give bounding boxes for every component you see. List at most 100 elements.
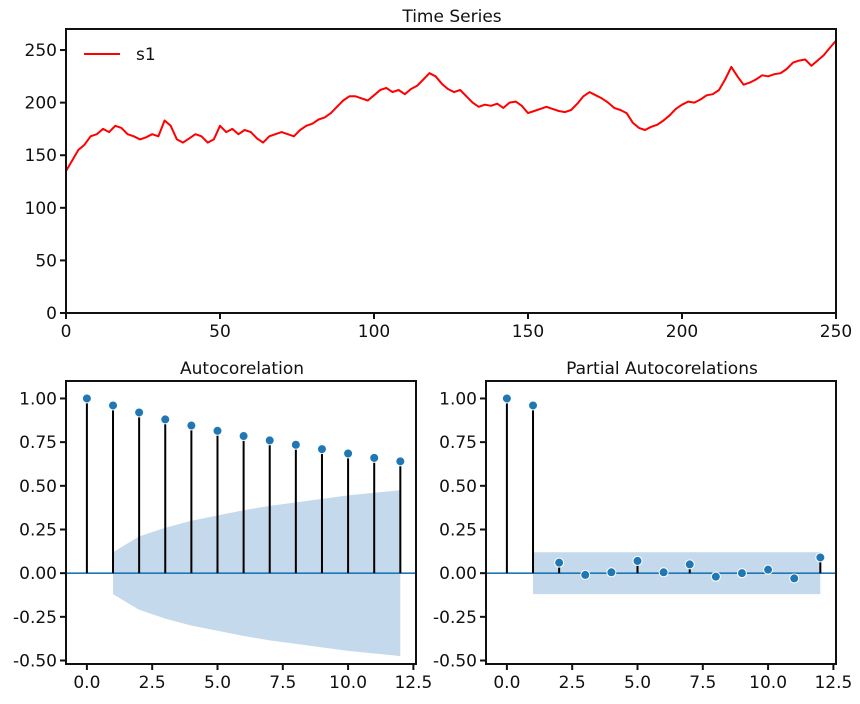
data-point (816, 59, 819, 62)
data-point (256, 137, 258, 140)
data-point (416, 85, 418, 87)
data-point (693, 101, 696, 104)
x-tick-label: 5.0 (204, 673, 231, 693)
stem-marker-lag-6 (238, 431, 249, 442)
data-point (545, 106, 548, 108)
data-point (539, 108, 542, 110)
data-point (705, 94, 708, 97)
autocorrelation-panel: Autocorelation 0.0 2.5 5.0 7.5 10.0 12.5 -0.50… (13, 359, 432, 693)
data-point (194, 133, 197, 135)
data-point (126, 133, 129, 135)
time-series-panel: Time Series 0 50 100 150 200 250 0 50 100 150 200 2… (25, 7, 853, 342)
x-tick-label: 0.0 (493, 673, 520, 693)
data-point (200, 135, 203, 138)
stem-marker-lag-2 (554, 557, 565, 568)
stem-marker-lag-7 (684, 559, 695, 570)
data-point (262, 141, 264, 144)
chart-title: Time Series (401, 7, 501, 27)
plot-frame (485, 380, 837, 665)
stem-marker-lag-11 (789, 573, 800, 584)
data-point (213, 138, 215, 141)
data-point (102, 128, 104, 130)
data-point (582, 95, 585, 98)
y-tick-label: 1.00 (19, 389, 57, 409)
stem-marker-lag-0 (501, 393, 512, 404)
x-tick-label: 200 (666, 322, 698, 342)
data-point (675, 108, 677, 110)
data-point (576, 102, 579, 105)
data-point (681, 103, 683, 106)
data-point (367, 99, 369, 102)
data-point (668, 114, 671, 117)
chart-title: Autocorelation (180, 359, 304, 379)
stem-marker-lag-3 (160, 414, 171, 425)
x-tick-label: 12.5 (394, 673, 432, 693)
stem-marker-lag-8 (290, 439, 301, 450)
data-point (601, 97, 603, 100)
data-point (157, 135, 160, 138)
data-point (761, 74, 763, 77)
data-point (477, 106, 480, 108)
data-point (268, 135, 271, 138)
data-point (564, 111, 566, 113)
data-point (311, 122, 314, 125)
x-tick-label: 250 (820, 322, 852, 342)
data-point (625, 112, 628, 114)
data-point (77, 149, 80, 151)
data-point (441, 82, 443, 85)
stem-marker-lag-5 (632, 555, 643, 566)
data-point (293, 135, 295, 138)
data-point (736, 75, 739, 78)
data-point (299, 129, 301, 131)
stem-marker-lag-4 (186, 420, 197, 431)
data-point (243, 129, 246, 131)
data-point (712, 93, 714, 95)
data-point (619, 109, 622, 111)
data-point (250, 131, 252, 133)
x-tick-label: 5.0 (624, 673, 651, 693)
data-point (742, 83, 745, 86)
data-point (391, 91, 394, 93)
x-tick-label: 7.5 (689, 673, 716, 693)
data-point (169, 125, 172, 127)
data-point (804, 58, 806, 61)
stem-marker-lag-8 (710, 571, 721, 582)
y-tick-label: -0.50 (433, 652, 477, 672)
data-point (613, 107, 615, 109)
data-point (595, 94, 597, 97)
data-point (348, 95, 351, 98)
data-point (280, 131, 283, 133)
stem-marker-lag-5 (212, 425, 223, 436)
y-tick-label: 0.50 (19, 477, 57, 497)
stem-marker-lag-3 (580, 569, 591, 580)
data-point (206, 141, 209, 144)
data-point (490, 105, 492, 107)
stem-marker-lag-10 (763, 564, 774, 575)
data-point (773, 73, 776, 75)
data-point (89, 135, 92, 138)
data-point (551, 108, 554, 110)
y-tick-label: 0.00 (439, 564, 477, 584)
data-point (342, 99, 345, 102)
data-point (502, 107, 505, 109)
data-point (471, 101, 474, 104)
data-point (527, 112, 529, 114)
y-tick-label: 250 (25, 41, 57, 61)
data-point (410, 88, 412, 90)
data-point (274, 133, 277, 135)
x-tick-label: 10.0 (749, 673, 787, 693)
y-tick-label: 0.75 (19, 433, 57, 453)
data-point (71, 159, 73, 162)
data-point (810, 65, 813, 67)
data-point (151, 133, 153, 135)
stem-marker-lag-6 (658, 567, 669, 578)
data-point (829, 47, 831, 49)
data-point (521, 105, 523, 107)
data-point (163, 119, 166, 122)
y-tick-label: 0.25 (439, 520, 477, 540)
data-point (662, 119, 665, 122)
x-tick-label: 7.5 (269, 673, 296, 693)
data-point (287, 133, 289, 135)
y-tick-label: 0 (46, 304, 57, 324)
y-tick-label: 1.00 (439, 389, 477, 409)
